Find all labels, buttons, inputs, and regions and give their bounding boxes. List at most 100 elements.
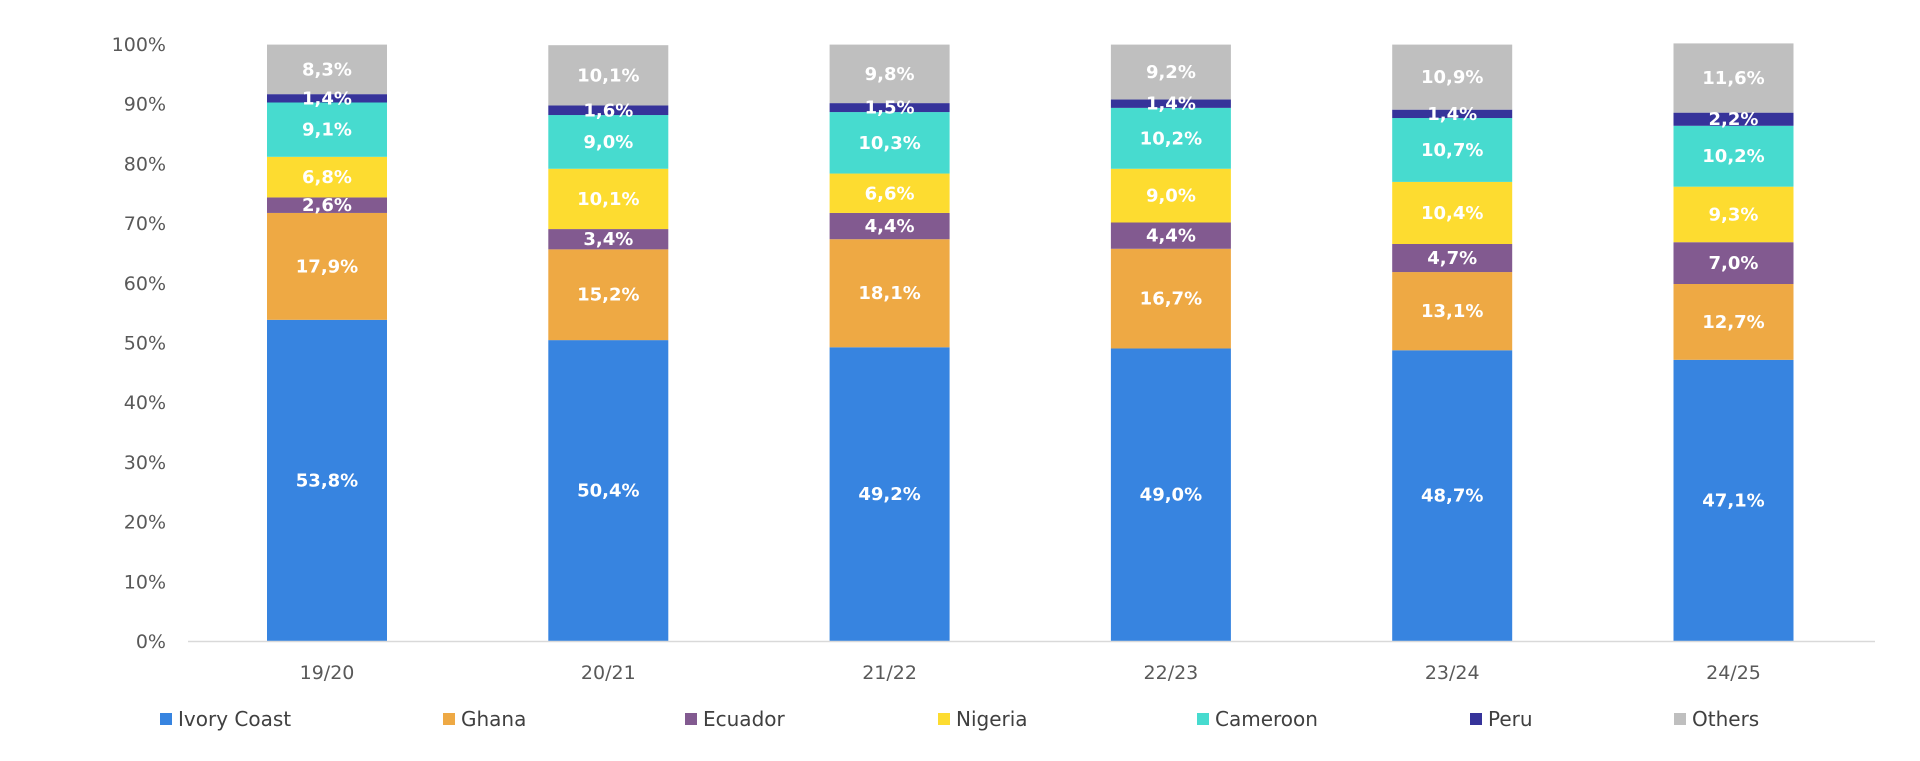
data-label: 16,7% (1140, 289, 1202, 310)
data-label: 10,3% (858, 133, 920, 154)
data-label: 10,2% (1140, 128, 1202, 149)
bar-segment-peru (1673, 112, 1794, 126)
bar-stack (1110, 44, 1231, 641)
x-tick-label: 23/24 (1425, 662, 1480, 684)
legend-swatch (443, 713, 455, 725)
bar-stack (548, 45, 669, 641)
data-label: 6,6% (865, 183, 915, 204)
x-axis: 19/20 20/21 21/22 22/23 23/24 24/25 (188, 640, 1875, 684)
data-label: 13,1% (1421, 301, 1483, 322)
data-label: 2,2% (1709, 109, 1759, 130)
bar-stack (1673, 43, 1794, 641)
data-label: 11,6% (1702, 68, 1764, 89)
y-tick-label: 40% (124, 392, 166, 414)
bar-segment-others (548, 45, 669, 106)
x-tick-label: 20/21 (581, 662, 636, 684)
data-label: 10,2% (1702, 146, 1764, 167)
data-label: 17,9% (296, 256, 358, 277)
data-label: 10,1% (577, 65, 639, 86)
bar-segment-ivory-coast (1673, 359, 1794, 641)
bar-segment-ivory-coast (267, 319, 387, 641)
data-label: 9,8% (865, 64, 915, 85)
legend-label: Ivory Coast (178, 707, 291, 731)
y-tick-label: 70% (124, 213, 166, 235)
bar-segment-peru (1392, 109, 1513, 119)
data-label: 18,1% (858, 283, 920, 304)
bar-segment-ecuador (267, 197, 387, 213)
y-tick-label: 90% (124, 94, 166, 116)
legend-item: Ghana (443, 707, 526, 731)
legend-item: Peru (1470, 707, 1533, 731)
bar-segment-ghana (829, 239, 950, 348)
data-label: 53,8% (296, 470, 358, 491)
bar-stack (1392, 44, 1513, 641)
data-label: 2,6% (302, 195, 352, 216)
data-label: 49,2% (858, 484, 920, 505)
bar-segment-cameroon (548, 115, 669, 169)
legend-item: Ivory Coast (160, 707, 291, 731)
legend-swatch (160, 713, 172, 725)
x-tick-label: 22/23 (1144, 662, 1199, 684)
bar-segment-cameroon (829, 112, 950, 174)
x-tick-label: 19/20 (300, 662, 355, 684)
data-label: 1,6% (583, 100, 633, 121)
data-label: 50,4% (577, 481, 639, 502)
bar-segment-ghana (1392, 272, 1513, 351)
y-tick-label: 10% (124, 571, 166, 593)
legend-label: Others (1692, 707, 1759, 731)
bar-segment-peru (829, 103, 950, 113)
data-label: 49,0% (1140, 485, 1202, 506)
y-tick-label: 50% (124, 333, 166, 355)
bar-segment-others (1673, 43, 1794, 113)
data-label: 9,0% (583, 132, 633, 153)
bar-stack (267, 44, 387, 641)
x-tick-label: 21/22 (862, 662, 917, 684)
bar-segment-nigeria (1392, 181, 1513, 244)
legend-label: Peru (1488, 707, 1533, 731)
data-label: 48,7% (1421, 486, 1483, 507)
data-labels: 53,8% 17,9% 2,6% 6,8% 9,1% 1,4% 8,3% 50,4% 15,2%… (296, 59, 1765, 511)
data-label: 10,1% (577, 189, 639, 210)
data-label: 1,4% (1146, 94, 1196, 115)
bar-segment-nigeria (1673, 186, 1794, 243)
bar-segment-others (1110, 44, 1231, 100)
bar-segment-peru (1110, 99, 1231, 108)
y-tick-label: 0% (136, 631, 166, 653)
bar-segment-cameroon (1673, 125, 1794, 187)
data-label: 9,3% (1709, 204, 1759, 225)
bars: 53,8% 17,9% 2,6% 6,8% 9,1% 1,4% 8,3% 50,4% 15,2%… (267, 43, 1794, 641)
bar-segment-others (1392, 44, 1513, 110)
y-tick-label: 30% (124, 452, 166, 474)
bar-segment-ecuador (1110, 222, 1231, 249)
legend-label: Ecuador (703, 707, 785, 731)
legend-label: Ghana (461, 707, 526, 731)
data-label: 4,4% (1146, 226, 1196, 247)
data-label: 4,7% (1427, 248, 1477, 269)
bar-segment-ecuador (829, 212, 950, 240)
bar-segment-peru (548, 105, 669, 116)
bar-segment-ivory-coast (1110, 348, 1231, 641)
bar-segment-nigeria (1110, 168, 1231, 223)
data-label: 7,0% (1709, 253, 1759, 274)
bar-segment-ghana (1110, 248, 1231, 349)
data-label: 15,2% (577, 285, 639, 306)
data-label: 3,4% (583, 229, 633, 250)
data-label: 1,5% (865, 98, 915, 119)
y-axis: 0% 10% 20% 30% 40% 50% 60% 70% 80% 90% 100% (112, 34, 166, 653)
data-label: 12,7% (1702, 312, 1764, 333)
bar-segment-nigeria (548, 168, 669, 230)
y-tick-label: 80% (124, 153, 166, 175)
bar-segment-cameroon (1110, 107, 1231, 169)
y-tick-label: 20% (124, 512, 166, 534)
bar-segment-cameroon (1392, 118, 1513, 182)
data-label: 47,1% (1702, 490, 1764, 511)
legend-swatch (938, 713, 950, 725)
data-label: 9,2% (1146, 62, 1196, 83)
data-label: 8,3% (302, 59, 352, 80)
legend-label: Cameroon (1215, 707, 1318, 731)
bar-segment-nigeria (267, 156, 387, 198)
bar-stack (829, 44, 950, 641)
legend: Ivory Coast Ghana Ecuador Nigeria Cameroon Pe… (160, 707, 1759, 731)
bar-segment-others (267, 44, 387, 95)
